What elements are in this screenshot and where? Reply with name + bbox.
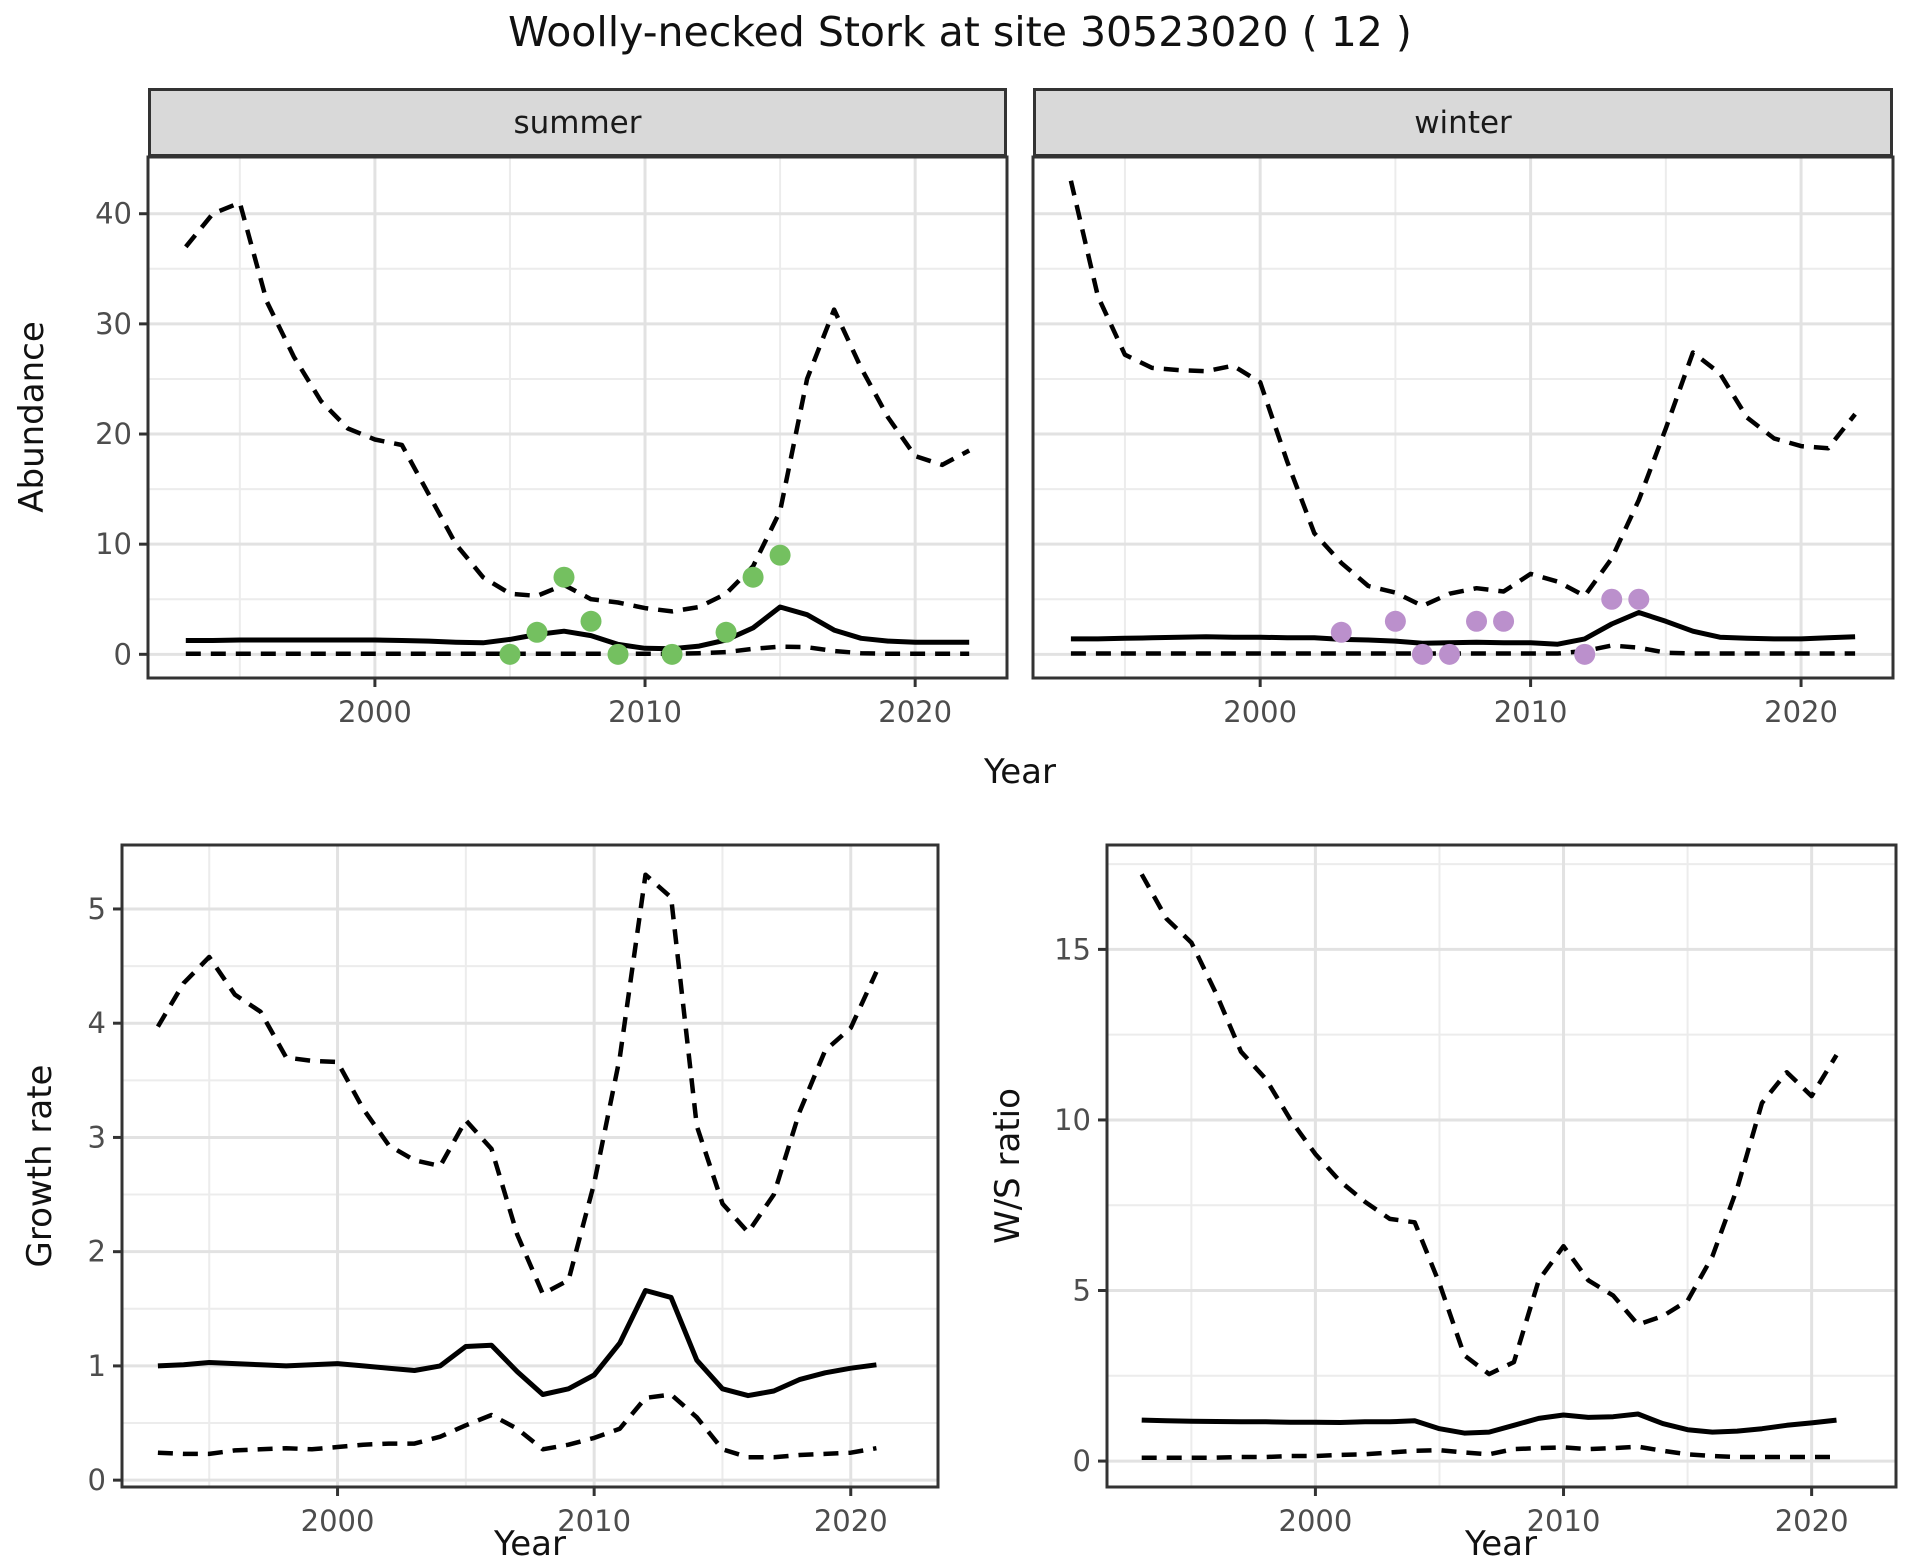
panel-background [122, 845, 938, 1487]
x-tick-labels: 2000 2010 2020 [338, 678, 952, 729]
x-tick-label: 2000 [1279, 1504, 1353, 1538]
facet-strip-winter-label: winter [1414, 104, 1512, 141]
y-tick-label: 5 [1073, 1274, 1091, 1308]
x-axis-label-year-ws: Year [1465, 1524, 1537, 1560]
observation-point [715, 621, 737, 643]
lower-95ci-line [185, 644, 970, 657]
y-tick-label: 5 [88, 892, 106, 926]
panel-border [120, 843, 940, 1489]
summer-observations [499, 544, 791, 665]
x-tick-label: 2010 [1494, 695, 1568, 729]
figure-title: Woolly-necked Stork at site 30523020 ( 1… [508, 8, 1412, 56]
y-tick-label: 10 [1054, 1103, 1091, 1137]
observation-point [1574, 643, 1596, 665]
lower-95ci-line [1070, 643, 1856, 656]
observation-point [1384, 610, 1406, 632]
panel-growth-rate: 2000 2010 2020 0 1 2 3 4 5 [88, 843, 940, 1538]
observation-point [553, 566, 575, 588]
y-tick-label: 40 [95, 197, 132, 231]
lower-95ci-line [157, 1392, 877, 1460]
x-tick-label: 2020 [814, 1504, 888, 1538]
y-tick-label: 15 [1054, 932, 1091, 966]
facet-strip-winter: winter [1033, 88, 1893, 157]
upper-95ci-line [1139, 873, 1839, 1377]
x-tick-label: 2010 [1527, 1504, 1601, 1538]
x-tick-label: 2020 [1764, 695, 1838, 729]
y-tick-label: 20 [95, 417, 132, 451]
winter-observations [1330, 588, 1650, 665]
panel-border [1031, 155, 1895, 680]
gridlines [1107, 845, 1896, 1487]
y-tick-label: 3 [88, 1120, 106, 1154]
x-tick-labels: 2000 2010 2020 [301, 1487, 888, 1538]
median-line [157, 1288, 877, 1399]
y-tick-label: 10 [95, 527, 132, 561]
x-tick-label: 2000 [301, 1504, 375, 1538]
x-axis-label-year-growth: Year [494, 1524, 566, 1560]
panel-ws-ratio: 2000 2010 2020 0 5 10 15 [1054, 843, 1898, 1538]
y-tick-labels: 0 5 10 15 [1054, 932, 1107, 1478]
panel-background [148, 157, 1007, 678]
y-tick-label: 0 [114, 637, 132, 671]
observation-point [661, 643, 683, 665]
gridlines [148, 157, 1007, 678]
observation-point [580, 610, 602, 632]
x-tick-label: 2020 [1775, 1504, 1849, 1538]
y-tick-label: 0 [1073, 1444, 1091, 1478]
upper-95ci-line [155, 872, 879, 1297]
x-tick-label: 2020 [878, 695, 952, 729]
y-tick-label: 4 [88, 1006, 106, 1040]
observation-point [1330, 621, 1352, 643]
facet-strip-summer-label: summer [513, 104, 642, 141]
upper-95ci-line [1068, 180, 1857, 609]
x-axis-label-year-top: Year [984, 752, 1056, 792]
panel-abundance-winter: 2000 2010 2020 [1031, 155, 1895, 729]
x-tick-label: 2010 [608, 695, 682, 729]
facet-strip-summer: summer [148, 88, 1007, 157]
x-tick-label: 2000 [1223, 695, 1297, 729]
observation-point [1466, 610, 1488, 632]
observation-point [526, 621, 548, 643]
upper-95ci-line [184, 200, 971, 614]
observation-point [1601, 588, 1623, 610]
x-tick-labels: 2000 2010 2020 [1223, 678, 1838, 729]
observation-point [742, 566, 764, 588]
y-tick-label: 2 [88, 1235, 106, 1269]
median-line [1141, 1411, 1837, 1436]
panel-background [1107, 845, 1896, 1487]
observation-point [499, 643, 521, 665]
observation-point [1628, 588, 1650, 610]
observation-point [607, 643, 629, 665]
panel-border [146, 155, 1009, 680]
median-line [1070, 610, 1856, 647]
y-tick-label: 1 [88, 1349, 106, 1383]
y-tick-labels: 0 10 20 30 40 [95, 197, 148, 671]
x-tick-labels: 2000 2010 2020 [1279, 1487, 1849, 1538]
panel-border [1105, 843, 1898, 1489]
observation-point [1438, 643, 1460, 665]
median-line [185, 604, 970, 652]
panel-abundance-summer: 2000 2010 2020 0 10 20 30 40 [95, 155, 1009, 729]
observation-point [769, 544, 791, 566]
y-tick-labels: 0 1 2 3 4 5 [88, 892, 122, 1497]
y-tick-label: 30 [95, 307, 132, 341]
x-tick-label: 2010 [557, 1504, 631, 1538]
observation-point [1493, 610, 1515, 632]
y-tick-label: 0 [88, 1463, 106, 1497]
x-tick-label: 2000 [338, 695, 412, 729]
observation-point [1411, 643, 1433, 665]
lower-95ci-line [1141, 1444, 1837, 1460]
